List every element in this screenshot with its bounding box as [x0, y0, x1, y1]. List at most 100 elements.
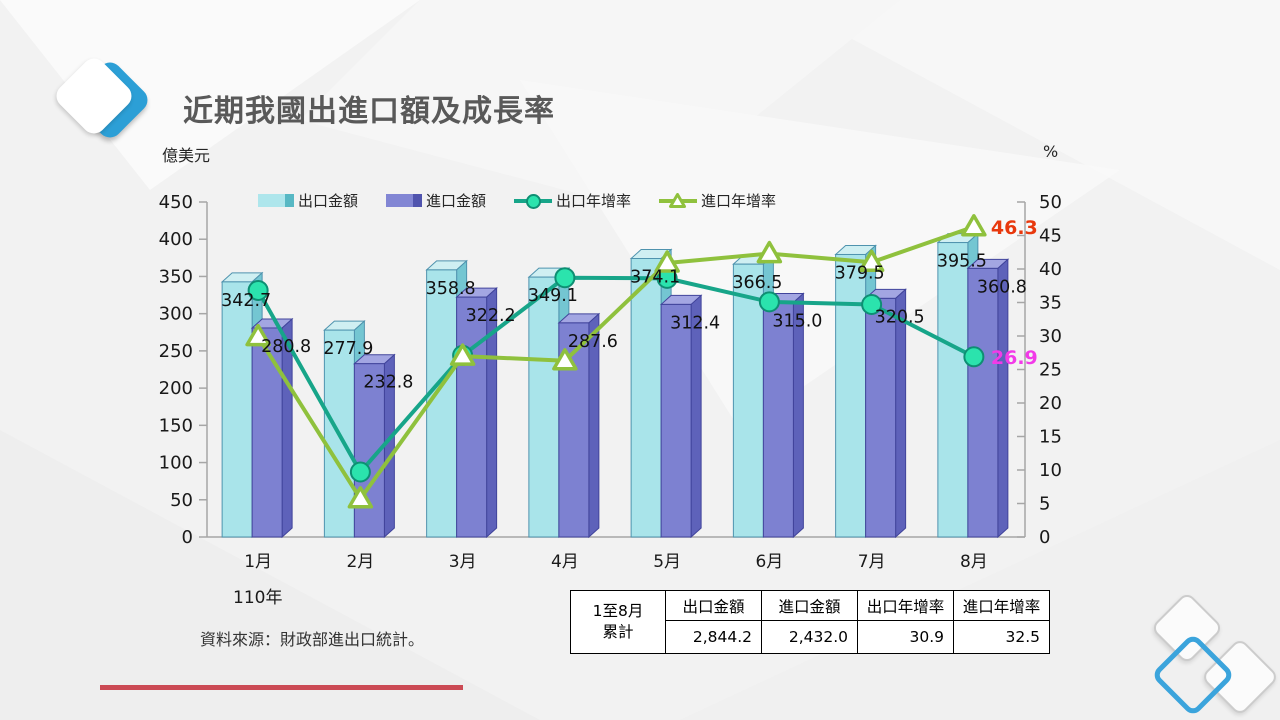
import-bar-value-label: 280.8 [261, 337, 311, 357]
import-growth-marker [961, 214, 987, 237]
export-bar [835, 253, 867, 538]
import-bar-value-label: 315.0 [772, 312, 822, 332]
cell-export-growth: 30.9 [857, 620, 954, 654]
import-growth-marker [347, 486, 374, 509]
right-axis-tick-label: 40 [1039, 259, 1062, 280]
import-growth-marker [654, 250, 680, 273]
right-axis-tick-label: 35 [1039, 293, 1062, 314]
x-axis-month-label: 8月 [960, 552, 988, 572]
x-axis-month-label: 2月 [346, 552, 374, 572]
import-growth-marker [756, 240, 783, 264]
export-bar-value-label: 358.8 [426, 279, 476, 299]
left-axis-tick-label: 150 [159, 415, 193, 436]
x-axis-month-label: 4月 [551, 552, 579, 572]
right-axis-tick-label: 15 [1039, 427, 1062, 448]
table-value-row: 2,844.2 2,432.0 30.9 32.5 [571, 620, 1050, 654]
left-axis-tick-label: 300 [159, 304, 193, 325]
x-axis-month-label: 1月 [244, 552, 272, 572]
row-header-line2: 累計 [602, 623, 634, 641]
row-header-line1: 1至8月 [592, 602, 644, 621]
legend-item-import-growth: 進口年增率 [659, 190, 776, 211]
export-growth-marker [861, 294, 883, 316]
import-line-swatch-icon [659, 192, 698, 208]
x-axis-month-label: 5月 [653, 552, 681, 572]
right-axis-tick-label: 30 [1039, 326, 1062, 347]
export-bar-swatch-icon [258, 194, 294, 207]
col-header-export-growth: 出口年增率 [857, 590, 954, 621]
import-bar-value-label: 312.4 [670, 313, 720, 333]
right-axis-tick-label: 50 [1039, 192, 1062, 213]
import-bar-value-label: 287.6 [568, 332, 618, 352]
right-axis-tick-label: 0 [1039, 527, 1050, 548]
left-axis-tick-label: 400 [159, 229, 193, 250]
export-bar [630, 258, 662, 538]
import-growth-line [256, 224, 975, 501]
import-bar [456, 296, 488, 538]
left-axis-tick-label: 350 [159, 266, 193, 287]
right-axis-unit-label: % [1043, 142, 1059, 161]
import-growth-marker [245, 323, 271, 347]
x-axis-year-label: 110年 [233, 588, 283, 608]
import-bar [967, 267, 999, 538]
cell-import-amount: 2,432.0 [761, 620, 858, 654]
x-axis-month-label: 7月 [858, 552, 886, 572]
left-axis-unit-label: 億美元 [162, 146, 211, 165]
import-bar [251, 327, 283, 538]
col-header-import-amount: 進口金額 [761, 590, 858, 621]
col-header-export-amount: 出口金額 [665, 590, 762, 621]
left-axis-tick-label: 450 [159, 192, 193, 213]
export-growth-marker [554, 267, 576, 289]
cell-import-growth: 32.5 [953, 620, 1050, 654]
chart-legend: 出口金額 進口金額 出口年增率 進口年增率 [258, 190, 776, 211]
left-axis-tick-label: 50 [170, 490, 193, 511]
import-bar [660, 303, 692, 538]
legend-label: 進口金額 [426, 192, 487, 210]
export-bar-value-label: 374.1 [630, 268, 680, 288]
cell-export-amount: 2,844.2 [665, 620, 762, 654]
page-title: 近期我國出進口額及成長率 [183, 94, 555, 129]
import-growth-end-label: 46.3 [991, 217, 1038, 239]
legend-item-export-amount: 出口金額 [258, 190, 358, 211]
table-header-row: 1至8月 累計 出口金額 進口金額 出口年增率 進口年增率 [570, 590, 1050, 654]
export-bar [528, 276, 560, 538]
export-bar-value-label: 379.5 [835, 263, 885, 283]
export-growth-line [256, 275, 975, 475]
left-axis-tick-label: 200 [159, 378, 193, 399]
legend-item-import-amount: 進口金額 [386, 190, 486, 211]
legend-label: 出口金額 [298, 192, 359, 210]
export-bar-value-label: 277.9 [323, 339, 373, 359]
table-row-header: 1至8月 累計 [570, 590, 666, 654]
export-growth-marker [247, 279, 269, 301]
export-bar-value-label: 349.1 [528, 286, 578, 306]
export-growth-marker [349, 461, 371, 483]
export-bar-value-label: 342.7 [221, 291, 271, 311]
right-axis-tick-label: 10 [1039, 460, 1062, 481]
x-axis-month-label: 6月 [755, 552, 783, 572]
left-axis-tick-label: 0 [182, 527, 193, 548]
summary-table: 1至8月 累計 出口金額 進口金額 出口年增率 進口年增率 2,844.2 2,… [570, 590, 1050, 654]
import-bar [865, 297, 897, 538]
x-axis-month-label: 3月 [449, 552, 477, 572]
import-growth-marker [858, 249, 885, 273]
right-axis-tick-label: 5 [1039, 494, 1050, 515]
export-bar [732, 263, 764, 538]
right-axis-tick-label: 25 [1039, 360, 1062, 381]
legend-item-export-growth: 出口年增率 [514, 190, 631, 211]
import-bar-value-label: 320.5 [875, 307, 925, 327]
col-header-import-growth: 進口年增率 [953, 590, 1050, 621]
left-axis-tick-label: 100 [159, 453, 193, 474]
import-bar-swatch-icon [386, 194, 423, 207]
source-note: 資料來源：財政部進出口統計。 [200, 630, 425, 649]
export-line-swatch-icon [514, 193, 553, 209]
export-bar-value-label: 395.5 [937, 252, 987, 272]
right-axis-tick-label: 20 [1039, 393, 1062, 414]
legend-label: 進口年增率 [701, 192, 777, 210]
export-growth-marker [758, 291, 780, 313]
red-divider-line [100, 685, 463, 690]
export-growth-end-label: 26.9 [991, 347, 1038, 369]
export-bar [221, 281, 253, 538]
export-bar-value-label: 366.5 [732, 273, 782, 293]
